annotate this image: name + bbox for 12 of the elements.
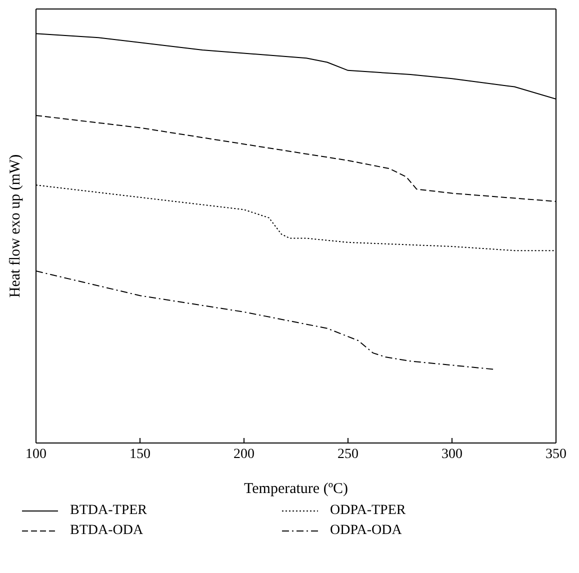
x-tick-label: 150 bbox=[130, 446, 150, 462]
legend-label: BTDA-ODA bbox=[70, 523, 144, 539]
x-tick-label: 300 bbox=[442, 446, 462, 462]
x-tick-label: 100 bbox=[26, 446, 46, 462]
x-tick-label: 350 bbox=[546, 446, 566, 462]
x-tick-label: 250 bbox=[338, 446, 358, 462]
legend-label: BTDA-TPER bbox=[70, 503, 147, 519]
legend-label: ODPA-ODA bbox=[330, 523, 402, 539]
x-tick-label: 200 bbox=[234, 446, 254, 462]
y-axis-title: Heat flow exo up (mW) bbox=[7, 154, 24, 298]
x-axis-title: Temperature (ºC) bbox=[244, 481, 348, 497]
legend-label: ODPA-TPER bbox=[330, 503, 406, 519]
